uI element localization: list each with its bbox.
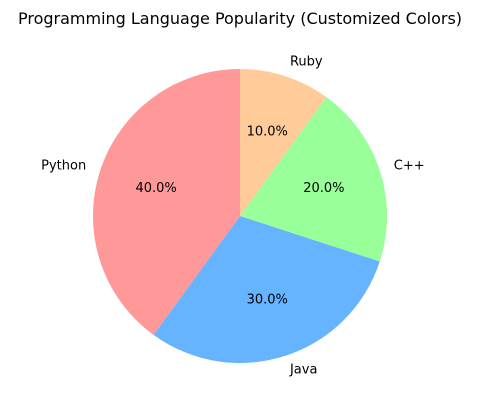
slice-label-java: Java [289,362,317,377]
pie-slice-cpp [240,97,387,262]
slice-label-ruby: Ruby [290,55,323,70]
pct-label-ruby: 10.0% [247,125,288,140]
pct-label-cpp: 20.0% [303,181,344,196]
pct-label-python: 40.0% [135,181,176,196]
pie-slice-ruby [240,69,327,216]
slice-label-cpp: C++ [394,159,425,174]
pie-labels: Python 40.0% Java 30.0% C++ 20.0% Ruby 10.0% [41,55,425,378]
pct-label-java: 30.0% [247,292,288,307]
pie-slice-python [93,69,240,335]
chart-title: Programming Language Popularity (Customi… [18,9,462,28]
pie-slices [93,69,387,363]
slice-label-python: Python [41,159,86,174]
pie-slice-java [153,216,380,363]
